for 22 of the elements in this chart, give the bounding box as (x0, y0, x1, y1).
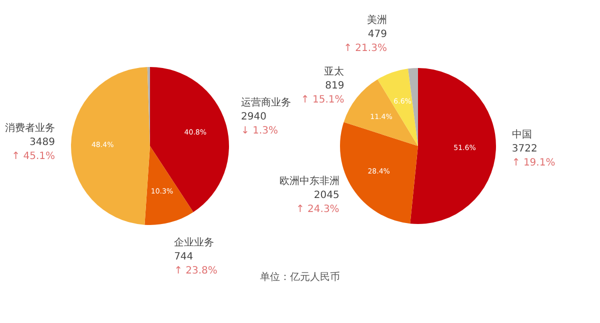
data-label: 819 (325, 80, 344, 92)
text: ↑ 23.8% (174, 265, 218, 276)
text: ↑ 15.1% (300, 94, 344, 106)
text: ↑ 19.1% (512, 157, 556, 168)
slice-label: 欧洲中东非洲 (279, 175, 340, 188)
slice-label: 亚太 (324, 65, 344, 78)
slice-label: 美洲 (366, 14, 387, 26)
text: ↓ 1.3% (241, 125, 278, 136)
slice-label: 运营商业务 (241, 96, 292, 108)
data-label: 2940 (241, 111, 266, 122)
data-label: 3722 (512, 143, 538, 154)
slice-label: 中国 (512, 128, 532, 140)
data-label: 479 (368, 28, 387, 40)
text: 单位：亿元人民币 (260, 272, 340, 283)
data-label: 744 (174, 251, 194, 262)
text: ↑ 24.3% (296, 204, 340, 216)
text: ↑ 45.1% (12, 150, 56, 162)
text: ↑ 21.3% (344, 42, 387, 54)
slice-label: 企业业务 (174, 236, 214, 248)
slice-label: 消费者业务 (5, 122, 56, 134)
data-label: 3489 (30, 136, 56, 148)
data-label: 2045 (314, 190, 340, 202)
